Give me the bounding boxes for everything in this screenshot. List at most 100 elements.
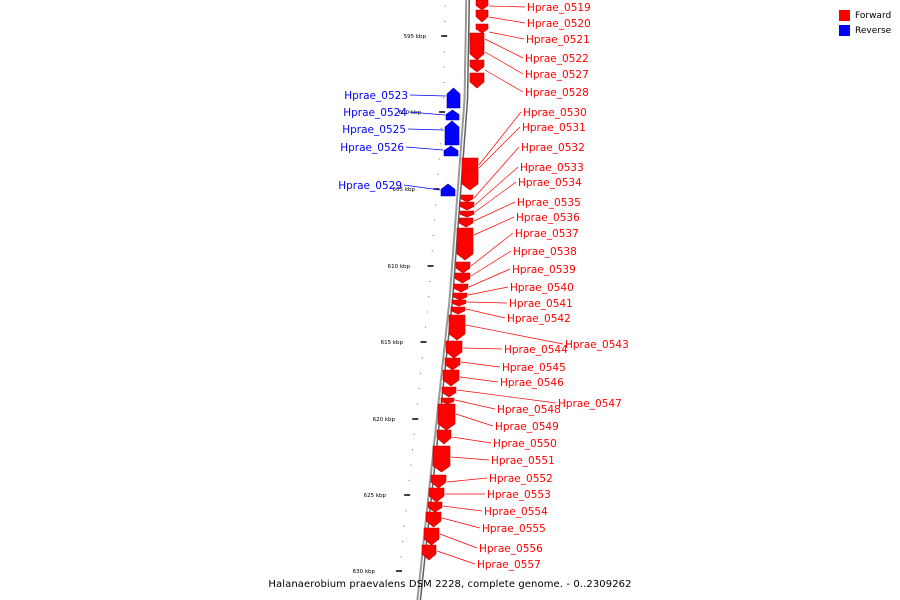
gene-hprae-0532 — [460, 194, 474, 203]
gene-hprae-0528 — [469, 72, 485, 89]
label-hprae-0556: Hprae_0556 — [479, 543, 543, 555]
gene-hprae-0541 — [451, 299, 467, 307]
gene-hprae-0545 — [444, 357, 461, 371]
tick-label: 595 kbp — [404, 34, 427, 40]
label-hprae-0538: Hprae_0538 — [513, 246, 577, 258]
gene-hprae-0522 — [469, 32, 485, 61]
gene-hprae-0539 — [453, 283, 469, 293]
leader-hprae-0549 — [455, 413, 494, 427]
tick-label: 620 kbp — [373, 417, 396, 423]
gene-hprae-0554 — [427, 501, 443, 513]
label-hprae-0540: Hprae_0540 — [510, 282, 574, 294]
label-hprae-0522: Hprae_0522 — [525, 53, 589, 65]
gene-hprae-0519 — [475, 0, 489, 11]
legend-reverse-label: Reverse — [855, 25, 892, 36]
leader-hprae-0545 — [460, 361, 501, 368]
legend: Forward Reverse — [839, 8, 891, 38]
label-hprae-0521: Hprae_0521 — [526, 34, 590, 46]
label-hprae-0545: Hprae_0545 — [502, 362, 566, 374]
legend-forward-label: Forward — [855, 10, 892, 21]
label-hprae-0544: Hprae_0544 — [504, 344, 568, 356]
gene-hprae-0556 — [423, 527, 440, 546]
leader-hprae-0523 — [409, 94, 447, 97]
label-hprae-0550: Hprae_0550 — [493, 438, 557, 450]
gene-hprae-0527 — [469, 59, 485, 73]
gene-hprae-0526 — [443, 145, 459, 157]
leader-hprae-0550 — [451, 436, 492, 444]
label-hprae-0536: Hprae_0536 — [516, 212, 580, 224]
label-hprae-0551: Hprae_0551 — [491, 455, 555, 467]
gene-hprae-0531 — [461, 169, 479, 191]
label-hprae-0554: Hprae_0554 — [484, 506, 548, 518]
gene-hprae-0547 — [441, 386, 457, 398]
gene-hprae-0520 — [475, 9, 489, 23]
tick-label: 630 kbp — [353, 569, 376, 575]
leader-hprae-0552 — [446, 477, 488, 483]
tick-label: 605 kbp — [393, 187, 416, 193]
label-hprae-0532: Hprae_0532 — [521, 142, 585, 154]
tick-label: 625 kbp — [364, 493, 387, 499]
gene-hprae-0533 — [459, 201, 475, 211]
leader-hprae-0522 — [484, 38, 524, 59]
forward-swatch — [839, 10, 850, 21]
label-hprae-0520: Hprae_0520 — [527, 18, 591, 30]
gene-hprae-0524 — [445, 109, 460, 121]
gene-hprae-0553 — [428, 487, 445, 503]
label-hprae-0549: Hprae_0549 — [495, 421, 559, 433]
tick-label: 615 kbp — [381, 340, 404, 346]
leader-hprae-0541 — [466, 301, 508, 304]
legend-reverse: Reverse — [839, 23, 891, 38]
leader-hprae-0544 — [462, 347, 503, 350]
gene-hprae-0544 — [445, 340, 463, 359]
leader-hprae-0529 — [403, 184, 441, 191]
gene-hprae-0552 — [430, 474, 447, 489]
label-hprae-0552: Hprae_0552 — [489, 473, 553, 485]
leader-hprae-0551 — [450, 456, 490, 461]
leader-hprae-0546 — [459, 376, 499, 383]
leader-hprae-0539 — [468, 268, 511, 288]
label-hprae-0537: Hprae_0537 — [515, 228, 579, 240]
label-hprae-0526: Hprae_0526 — [340, 142, 404, 154]
leader-hprae-0556 — [439, 533, 478, 549]
label-hprae-0543: Hprae_0543 — [565, 339, 629, 351]
legend-forward: Forward — [839, 8, 891, 23]
leader-hprae-0526 — [405, 146, 444, 151]
label-hprae-0548: Hprae_0548 — [497, 404, 561, 416]
ruler-ticks: 595 kbp 600 kbp 605 kbp 610 kbp 615 kbp 620 k… — [353, 5, 448, 575]
label-hprae-0555: Hprae_0555 — [482, 523, 546, 535]
leader-hprae-0555 — [441, 517, 481, 529]
gene-hprae-0521 — [475, 23, 489, 34]
label-hprae-0528: Hprae_0528 — [525, 87, 589, 99]
leader-hprae-0534 — [474, 181, 517, 213]
label-hprae-0539: Hprae_0539 — [512, 264, 576, 276]
gene-hprae-0540 — [452, 292, 468, 301]
gene-hprae-0523 — [446, 87, 461, 109]
leader-hprae-0542 — [465, 308, 506, 319]
label-leader-lines — [403, 5, 564, 565]
label-hprae-0527: Hprae_0527 — [525, 69, 589, 81]
leader-hprae-0524 — [408, 111, 446, 116]
leader-hprae-0525 — [407, 128, 445, 131]
gene-hprae-0534 — [459, 210, 475, 218]
gene-hprae-0542 — [450, 306, 466, 315]
label-hprae-0523: Hprae_0523 — [344, 90, 408, 102]
leader-hprae-0532 — [473, 146, 520, 199]
label-hprae-0557: Hprae_0557 — [477, 559, 541, 571]
leader-hprae-0527 — [484, 51, 524, 75]
gene-hprae-0550 — [436, 429, 452, 445]
leader-hprae-0520 — [488, 16, 526, 24]
leader-hprae-0538 — [470, 250, 512, 277]
leader-hprae-0557 — [436, 550, 476, 565]
leader-hprae-0548 — [454, 399, 496, 410]
label-hprae-0547: Hprae_0547 — [558, 398, 622, 410]
gene-hprae-0557 — [421, 544, 437, 561]
leader-hprae-0533 — [474, 166, 519, 206]
label-hprae-0541: Hprae_0541 — [509, 298, 573, 310]
label-hprae-0525: Hprae_0525 — [342, 124, 406, 136]
leader-hprae-0540 — [467, 286, 509, 296]
backbone-line-outer — [416, 0, 468, 600]
label-hprae-0530: Hprae_0530 — [523, 107, 587, 119]
gene-hprae-0546 — [442, 369, 460, 387]
gene-hprae-0548 — [440, 397, 455, 405]
label-hprae-0519: Hprae_0519 — [527, 2, 591, 14]
